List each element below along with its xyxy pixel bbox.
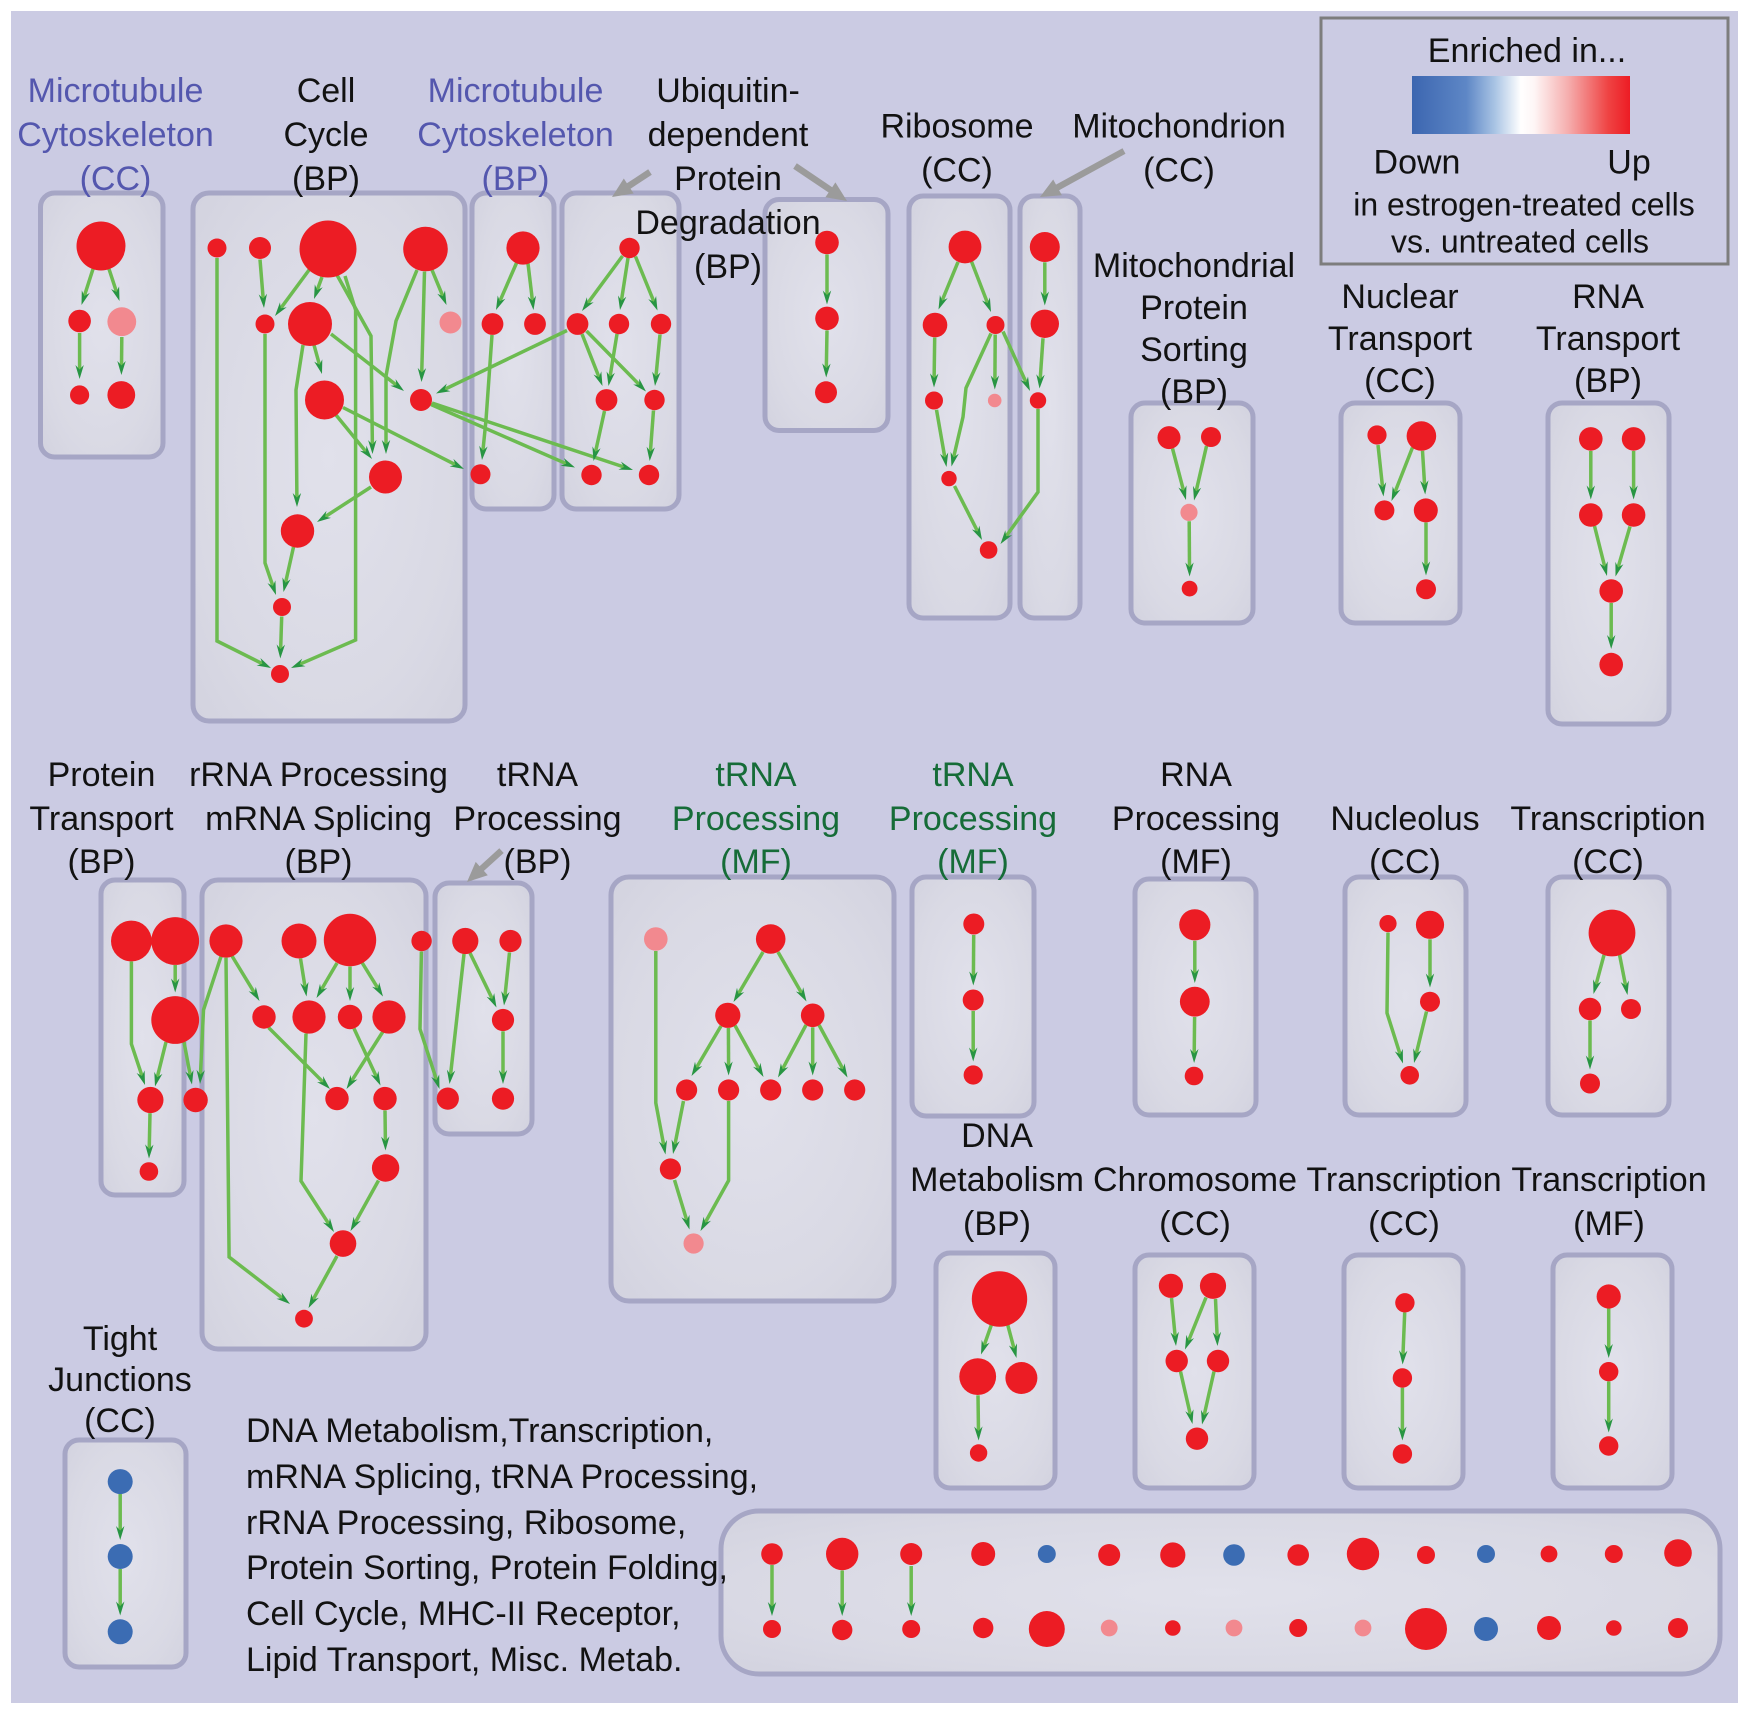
svg-text:Transcription: Transcription: [1511, 1161, 1706, 1199]
svg-text:Processing: Processing: [672, 800, 840, 838]
svg-text:Ribosome: Ribosome: [880, 108, 1033, 146]
svg-text:Transport: Transport: [1328, 320, 1473, 358]
svg-text:Tight: Tight: [83, 1320, 158, 1358]
svg-text:(CC): (CC): [921, 152, 993, 190]
svg-text:(BP): (BP): [1160, 373, 1228, 411]
svg-text:RNA: RNA: [1160, 756, 1232, 794]
svg-text:Lipid Transport, Misc. Metab.: Lipid Transport, Misc. Metab.: [246, 1641, 683, 1679]
svg-text:Transcription: Transcription: [1306, 1161, 1501, 1199]
svg-text:(BP): (BP): [68, 843, 136, 881]
svg-text:Junctions: Junctions: [48, 1361, 192, 1399]
svg-text:Metabolism: Metabolism: [910, 1161, 1084, 1199]
svg-text:(BP): (BP): [1574, 362, 1642, 400]
svg-text:DNA Metabolism,Transcription,: DNA Metabolism,Transcription,: [246, 1412, 713, 1450]
svg-text:(CC): (CC): [1368, 1205, 1440, 1243]
svg-text:(BP): (BP): [504, 843, 572, 881]
svg-text:Mitochondrial: Mitochondrial: [1093, 247, 1295, 285]
svg-text:Cell: Cell: [297, 72, 356, 110]
svg-text:(CC): (CC): [80, 160, 152, 198]
svg-text:Transcription: Transcription: [1510, 800, 1705, 838]
svg-text:Processing: Processing: [1112, 800, 1280, 838]
svg-text:Degradation: Degradation: [635, 204, 820, 242]
svg-text:(MF): (MF): [720, 843, 792, 881]
svg-text:dependent: dependent: [648, 116, 809, 154]
svg-text:Protein: Protein: [48, 756, 156, 794]
svg-text:Microtubule: Microtubule: [428, 72, 604, 110]
svg-text:Down: Down: [1374, 144, 1461, 182]
svg-text:DNA: DNA: [961, 1117, 1033, 1155]
svg-text:rRNA Processing, Ribosome,: rRNA Processing, Ribosome,: [246, 1504, 686, 1542]
svg-text:Cell Cycle, MHC-II Receptor,: Cell Cycle, MHC-II Receptor,: [246, 1595, 681, 1633]
svg-text:Cytoskeleton: Cytoskeleton: [417, 116, 614, 154]
svg-text:tRNA: tRNA: [497, 756, 579, 794]
svg-text:Protein Sorting, Protein Foldi: Protein Sorting, Protein Folding,: [246, 1549, 728, 1587]
svg-text:(BP): (BP): [292, 160, 360, 198]
svg-text:(BP): (BP): [482, 160, 550, 198]
svg-text:(CC): (CC): [1159, 1205, 1231, 1243]
svg-text:(MF): (MF): [1160, 843, 1232, 881]
svg-text:mRNA Splicing: mRNA Splicing: [205, 800, 432, 838]
svg-text:Microtubule: Microtubule: [28, 72, 204, 110]
svg-text:Cytoskeleton: Cytoskeleton: [17, 116, 214, 154]
svg-text:(CC): (CC): [1143, 152, 1215, 190]
svg-text:(MF): (MF): [1573, 1205, 1645, 1243]
svg-text:(CC): (CC): [1364, 362, 1436, 400]
svg-text:(BP): (BP): [963, 1205, 1031, 1243]
svg-text:Nuclear: Nuclear: [1341, 278, 1458, 316]
svg-text:Transport: Transport: [29, 800, 174, 838]
svg-text:Up: Up: [1607, 144, 1650, 182]
svg-text:(BP): (BP): [694, 248, 762, 286]
svg-text:Protein: Protein: [1140, 289, 1248, 327]
svg-text:(MF): (MF): [937, 843, 1009, 881]
svg-text:RNA: RNA: [1572, 278, 1644, 316]
svg-text:Ubiquitin-: Ubiquitin-: [656, 72, 800, 110]
svg-text:(CC): (CC): [1369, 843, 1441, 881]
svg-text:Enriched in...: Enriched in...: [1428, 32, 1626, 70]
svg-text:Nucleolus: Nucleolus: [1330, 800, 1479, 838]
svg-text:rRNA Processing: rRNA Processing: [189, 756, 448, 794]
svg-text:vs. untreated cells: vs. untreated cells: [1391, 223, 1649, 259]
svg-text:in estrogen-treated cells: in estrogen-treated cells: [1353, 187, 1695, 223]
svg-text:Protein: Protein: [674, 160, 782, 198]
svg-text:Chromosome: Chromosome: [1093, 1161, 1297, 1199]
svg-text:Processing: Processing: [889, 800, 1057, 838]
svg-text:Transport: Transport: [1536, 320, 1681, 358]
svg-text:tRNA: tRNA: [715, 756, 797, 794]
svg-text:Cycle: Cycle: [283, 116, 368, 154]
svg-text:(CC): (CC): [1572, 843, 1644, 881]
svg-text:tRNA: tRNA: [932, 756, 1014, 794]
svg-text:Mitochondrion: Mitochondrion: [1072, 108, 1286, 146]
svg-text:(BP): (BP): [285, 843, 353, 881]
svg-text:Sorting: Sorting: [1140, 331, 1248, 369]
svg-text:Processing: Processing: [453, 800, 621, 838]
svg-text:(CC): (CC): [84, 1402, 156, 1440]
svg-text:mRNA Splicing, tRNA Processing: mRNA Splicing, tRNA Processing,: [246, 1458, 758, 1496]
